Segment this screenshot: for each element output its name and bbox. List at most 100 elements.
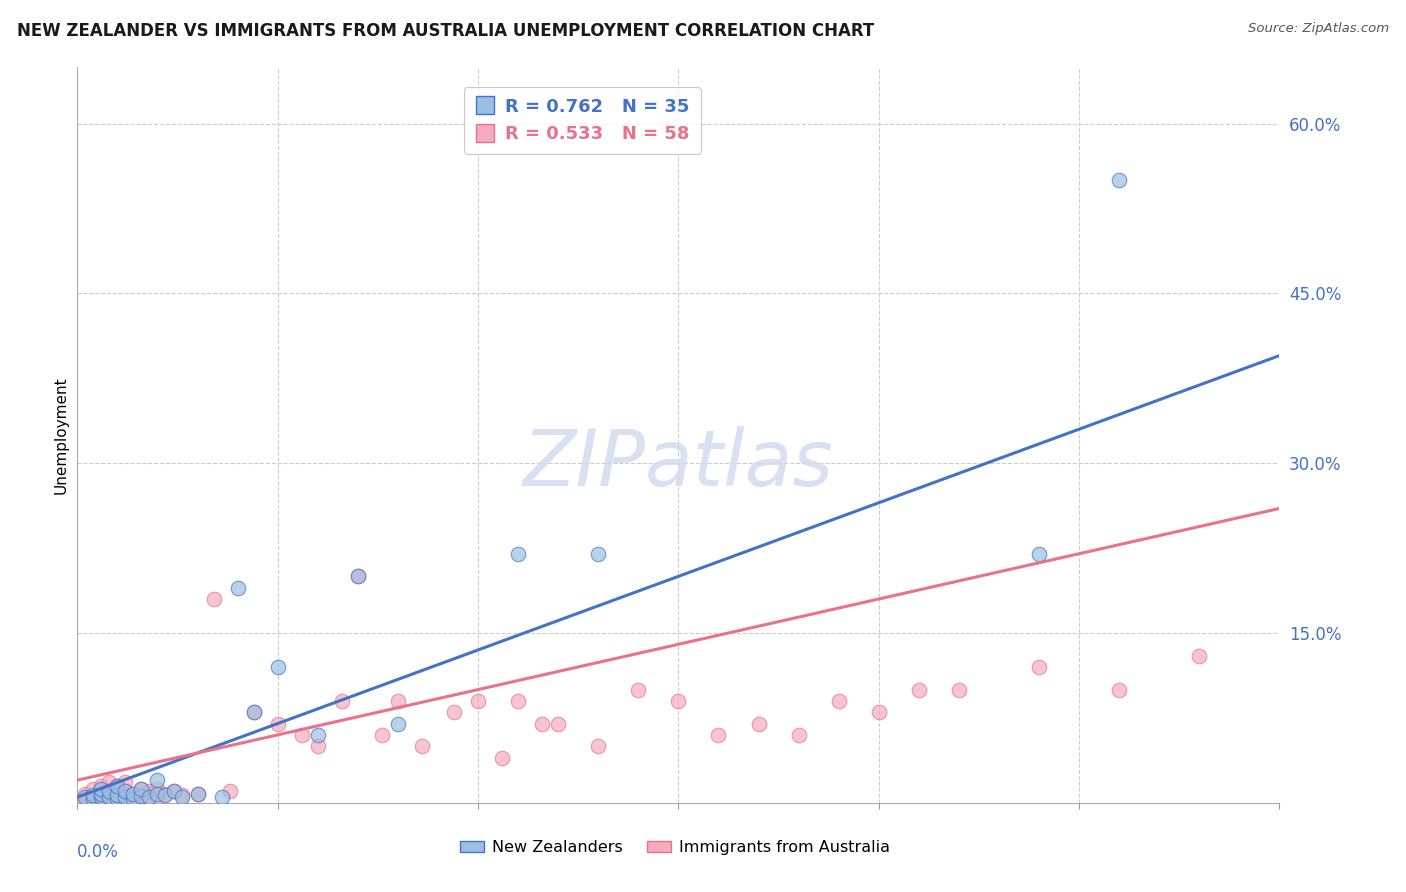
Point [531,716,554,731]
Point [411,739,433,754]
Text: Source: ZipAtlas.com: Source: ZipAtlas.com [1249,22,1389,36]
Point [242,705,264,719]
Text: 0.0%: 0.0% [77,843,120,862]
Point [98,790,121,805]
Point [114,784,136,798]
Point [508,694,530,708]
Point [98,775,121,789]
Point [138,784,160,798]
Point [707,728,730,742]
Point [828,694,851,708]
Point [82,782,104,797]
Point [146,790,169,805]
Text: ZIPatlas: ZIPatlas [523,426,834,502]
Point [347,569,370,583]
Point [627,682,650,697]
Point [307,728,329,742]
Point [868,705,890,719]
Point [226,581,249,595]
Point [588,547,610,561]
Point [146,782,169,797]
Point [1108,173,1130,187]
Point [491,750,513,764]
Point [155,788,177,802]
Point [131,789,153,803]
Point [107,792,129,806]
Point [138,790,160,805]
Text: NEW ZEALANDER VS IMMIGRANTS FROM AUSTRALIA UNEMPLOYMENT CORRELATION CHART: NEW ZEALANDER VS IMMIGRANTS FROM AUSTRAL… [17,22,875,40]
Point [107,787,129,801]
Point [82,788,104,802]
Point [75,792,97,806]
Point [508,547,530,561]
Point [748,716,770,731]
Point [186,787,209,801]
Point [122,787,145,801]
Point [908,682,931,697]
Point [347,569,370,583]
Point [90,779,112,793]
Point [588,739,610,754]
Point [170,788,193,802]
Point [267,660,290,674]
Point [131,782,153,797]
Point [146,773,169,788]
Point [98,784,121,798]
Point [291,728,314,742]
Point [443,705,465,719]
Point [668,694,690,708]
Point [75,787,97,801]
Point [114,790,136,805]
Point [307,739,329,754]
Point [218,784,240,798]
Point [90,782,112,797]
Point [948,682,970,697]
Point [467,694,489,708]
Point [107,788,129,802]
Point [202,592,225,607]
Y-axis label: Unemployment: Unemployment [53,376,69,493]
Point [155,787,177,801]
Point [107,792,129,806]
Point [162,784,184,798]
Legend: New Zealanders, Immigrants from Australia: New Zealanders, Immigrants from Australi… [454,834,896,862]
Point [387,716,409,731]
Point [90,787,112,801]
Point [146,787,169,801]
Point [330,694,353,708]
Point [114,775,136,789]
Point [122,792,145,806]
Point [242,705,264,719]
Point [131,789,153,803]
Point [114,784,136,798]
Point [170,790,193,805]
Point [82,790,104,805]
Legend: R = 0.762   N = 35, R = 0.533   N = 58: R = 0.762 N = 35, R = 0.533 N = 58 [464,87,700,153]
Point [75,790,97,805]
Point [211,790,233,805]
Point [122,787,145,801]
Point [387,694,409,708]
Point [138,790,160,805]
Point [90,790,112,805]
Point [98,790,121,805]
Point [267,716,290,731]
Point [114,790,136,805]
Point [186,787,209,801]
Point [787,728,810,742]
Point [107,779,129,793]
Point [90,792,112,806]
Point [131,782,153,797]
Point [1028,660,1050,674]
Point [107,779,129,793]
Point [162,784,184,798]
Point [122,792,145,806]
Point [1108,682,1130,697]
Point [82,792,104,806]
Point [98,784,121,798]
Point [1028,547,1050,561]
Point [371,728,394,742]
Point [90,787,112,801]
Point [547,716,569,731]
Point [1188,648,1211,663]
